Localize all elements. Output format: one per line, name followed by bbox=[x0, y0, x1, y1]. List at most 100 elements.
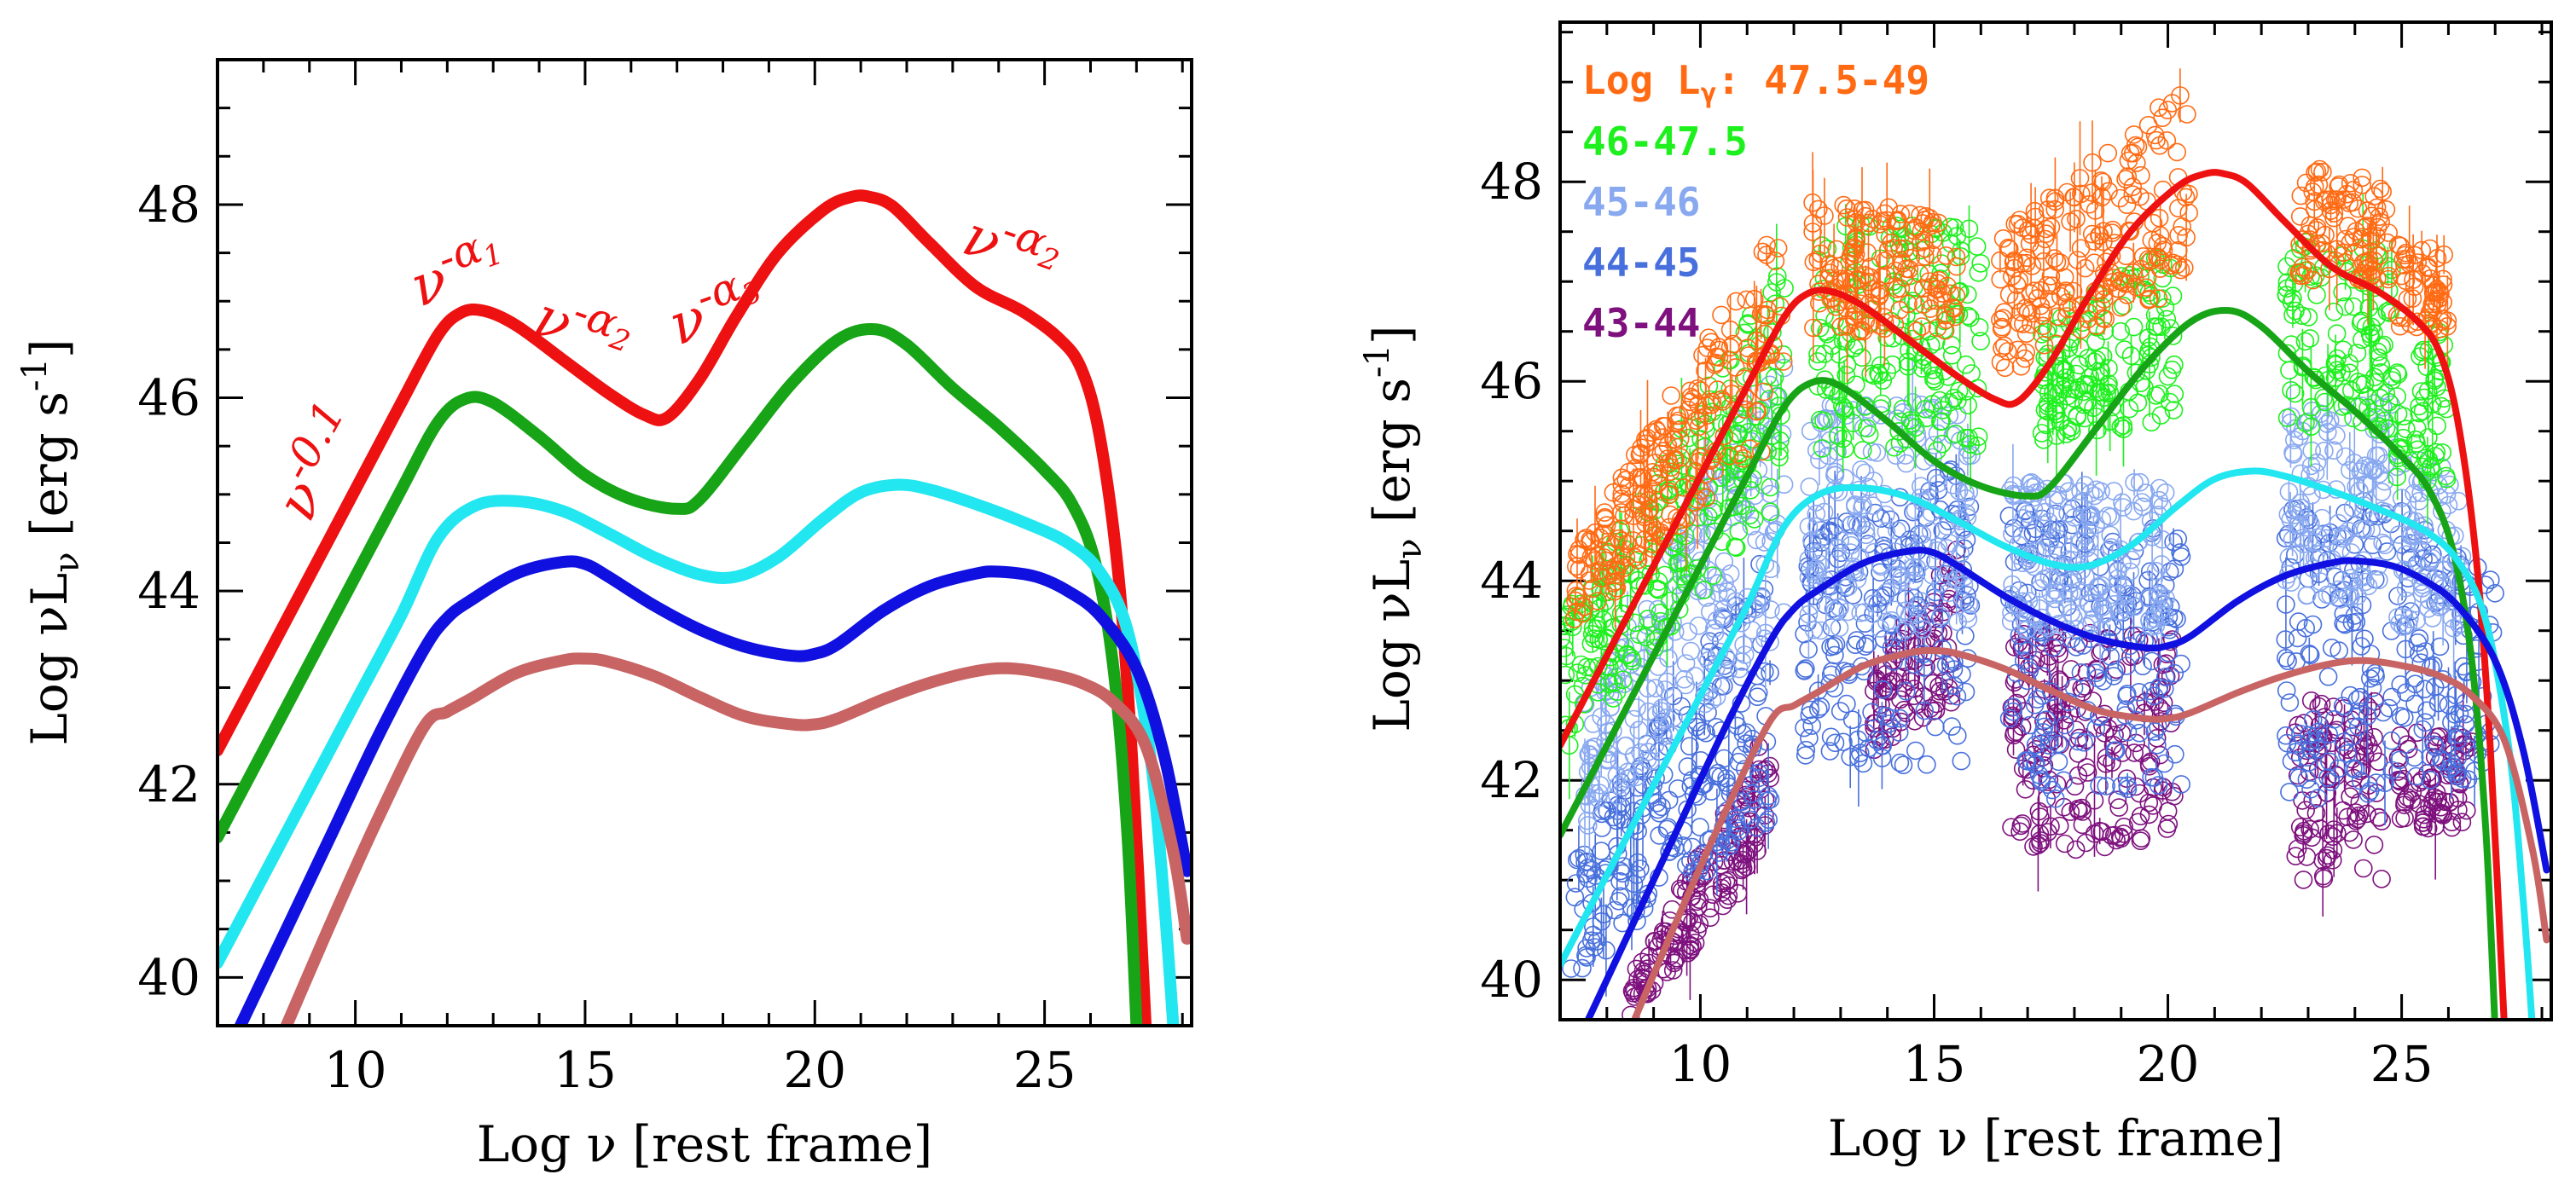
data-point bbox=[2013, 814, 2032, 833]
data-point bbox=[1726, 813, 1746, 833]
data-point bbox=[1624, 506, 1643, 525]
data-point bbox=[1808, 344, 1827, 364]
data-point bbox=[2408, 312, 2427, 332]
data-point bbox=[2168, 529, 2188, 548]
data-point bbox=[1699, 328, 1718, 348]
data-point bbox=[2415, 680, 2434, 699]
data-point bbox=[1719, 662, 1738, 680]
data-point bbox=[2300, 732, 2319, 751]
points-47.5-49 bbox=[1564, 68, 2457, 628]
data-point bbox=[1830, 702, 1850, 720]
data-point bbox=[2320, 752, 2339, 772]
data-point bbox=[2106, 741, 2126, 761]
data-point bbox=[2101, 647, 2120, 666]
data-point bbox=[1649, 572, 1668, 591]
data-point bbox=[2280, 783, 2299, 801]
data-point bbox=[2117, 286, 2137, 304]
data-point bbox=[2450, 704, 2469, 723]
data-point bbox=[2335, 297, 2354, 316]
data-point bbox=[1884, 239, 1903, 257]
data-point bbox=[1761, 756, 1779, 776]
data-point bbox=[1912, 525, 1932, 544]
data-point bbox=[1566, 874, 1586, 893]
data-point bbox=[2359, 736, 2378, 755]
data-point bbox=[2114, 824, 2133, 843]
data-point bbox=[1900, 259, 1919, 279]
data-point bbox=[1744, 790, 1763, 809]
data-point bbox=[2306, 370, 2325, 390]
data-point bbox=[2334, 605, 2353, 623]
data-point bbox=[1890, 753, 1910, 772]
data-point bbox=[1830, 618, 1849, 638]
data-point bbox=[1889, 723, 1909, 742]
data-point bbox=[1741, 810, 1760, 830]
data-point bbox=[2291, 186, 2311, 205]
data-point bbox=[2376, 384, 2395, 402]
data-point bbox=[1612, 503, 1631, 522]
data-point bbox=[2034, 306, 2052, 325]
right-y-axis-label: Log νLν [erg s-1] bbox=[1358, 325, 1430, 732]
data-point bbox=[2391, 707, 2411, 726]
data-point bbox=[2086, 719, 2106, 738]
data-point bbox=[2136, 483, 2155, 502]
data-point bbox=[1969, 427, 1988, 447]
data-point bbox=[1870, 214, 1889, 234]
data-point bbox=[1727, 852, 1747, 871]
data-point bbox=[2419, 591, 2439, 610]
data-point bbox=[1770, 442, 1789, 460]
data-point bbox=[1807, 561, 1827, 581]
data-point bbox=[2335, 732, 2353, 751]
data-point bbox=[2366, 667, 2385, 686]
data-point bbox=[2367, 408, 2387, 427]
data-point bbox=[1894, 755, 1913, 775]
data-point bbox=[2048, 307, 2067, 327]
data-point bbox=[1681, 924, 1700, 944]
data-point bbox=[2121, 265, 2139, 285]
data-point bbox=[1993, 317, 2011, 337]
data-point bbox=[2405, 483, 2423, 503]
data-point bbox=[2398, 250, 2416, 269]
data-point bbox=[1807, 504, 1826, 524]
data-point bbox=[2093, 309, 2113, 328]
data-point bbox=[1659, 790, 1679, 810]
data-point bbox=[1707, 610, 1726, 630]
data-point bbox=[1823, 336, 1842, 356]
data-point bbox=[1639, 490, 1658, 510]
data-point bbox=[1636, 434, 1656, 454]
data-point bbox=[1942, 345, 1962, 365]
data-point bbox=[2343, 726, 2363, 746]
data-point bbox=[2129, 682, 2149, 702]
data-point bbox=[1800, 477, 1819, 496]
data-point bbox=[1698, 703, 1717, 722]
data-point bbox=[2046, 789, 2065, 808]
data-point bbox=[2007, 275, 2027, 295]
data-point bbox=[1578, 811, 1597, 830]
data-point bbox=[1968, 436, 1987, 455]
data-point bbox=[2364, 187, 2383, 205]
data-point bbox=[2342, 749, 2362, 769]
data-point bbox=[1848, 270, 1866, 290]
data-point bbox=[1931, 606, 1951, 626]
data-point bbox=[1807, 517, 1826, 536]
data-point bbox=[1694, 581, 1713, 599]
data-point bbox=[2097, 777, 2115, 795]
data-point bbox=[2300, 753, 2318, 772]
data-point bbox=[2104, 667, 2123, 686]
data-point bbox=[2005, 726, 2023, 745]
data-point bbox=[2419, 257, 2438, 277]
x-tick-label: 10 bbox=[324, 1041, 387, 1099]
data-point bbox=[1829, 426, 1848, 445]
right-plot-area bbox=[1560, 68, 2550, 1020]
data-point bbox=[2142, 348, 2161, 367]
x-tick-label: 25 bbox=[1013, 1041, 1076, 1099]
data-point bbox=[1730, 659, 1749, 679]
data-point bbox=[2481, 570, 2500, 589]
data-point bbox=[2339, 521, 2358, 541]
data-point bbox=[2045, 249, 2064, 268]
data-point bbox=[2340, 194, 2358, 212]
data-point bbox=[2101, 525, 2120, 545]
data-point bbox=[2086, 332, 2105, 351]
data-point bbox=[1645, 679, 1665, 697]
data-point bbox=[2309, 175, 2329, 194]
data-point bbox=[1929, 474, 1948, 493]
